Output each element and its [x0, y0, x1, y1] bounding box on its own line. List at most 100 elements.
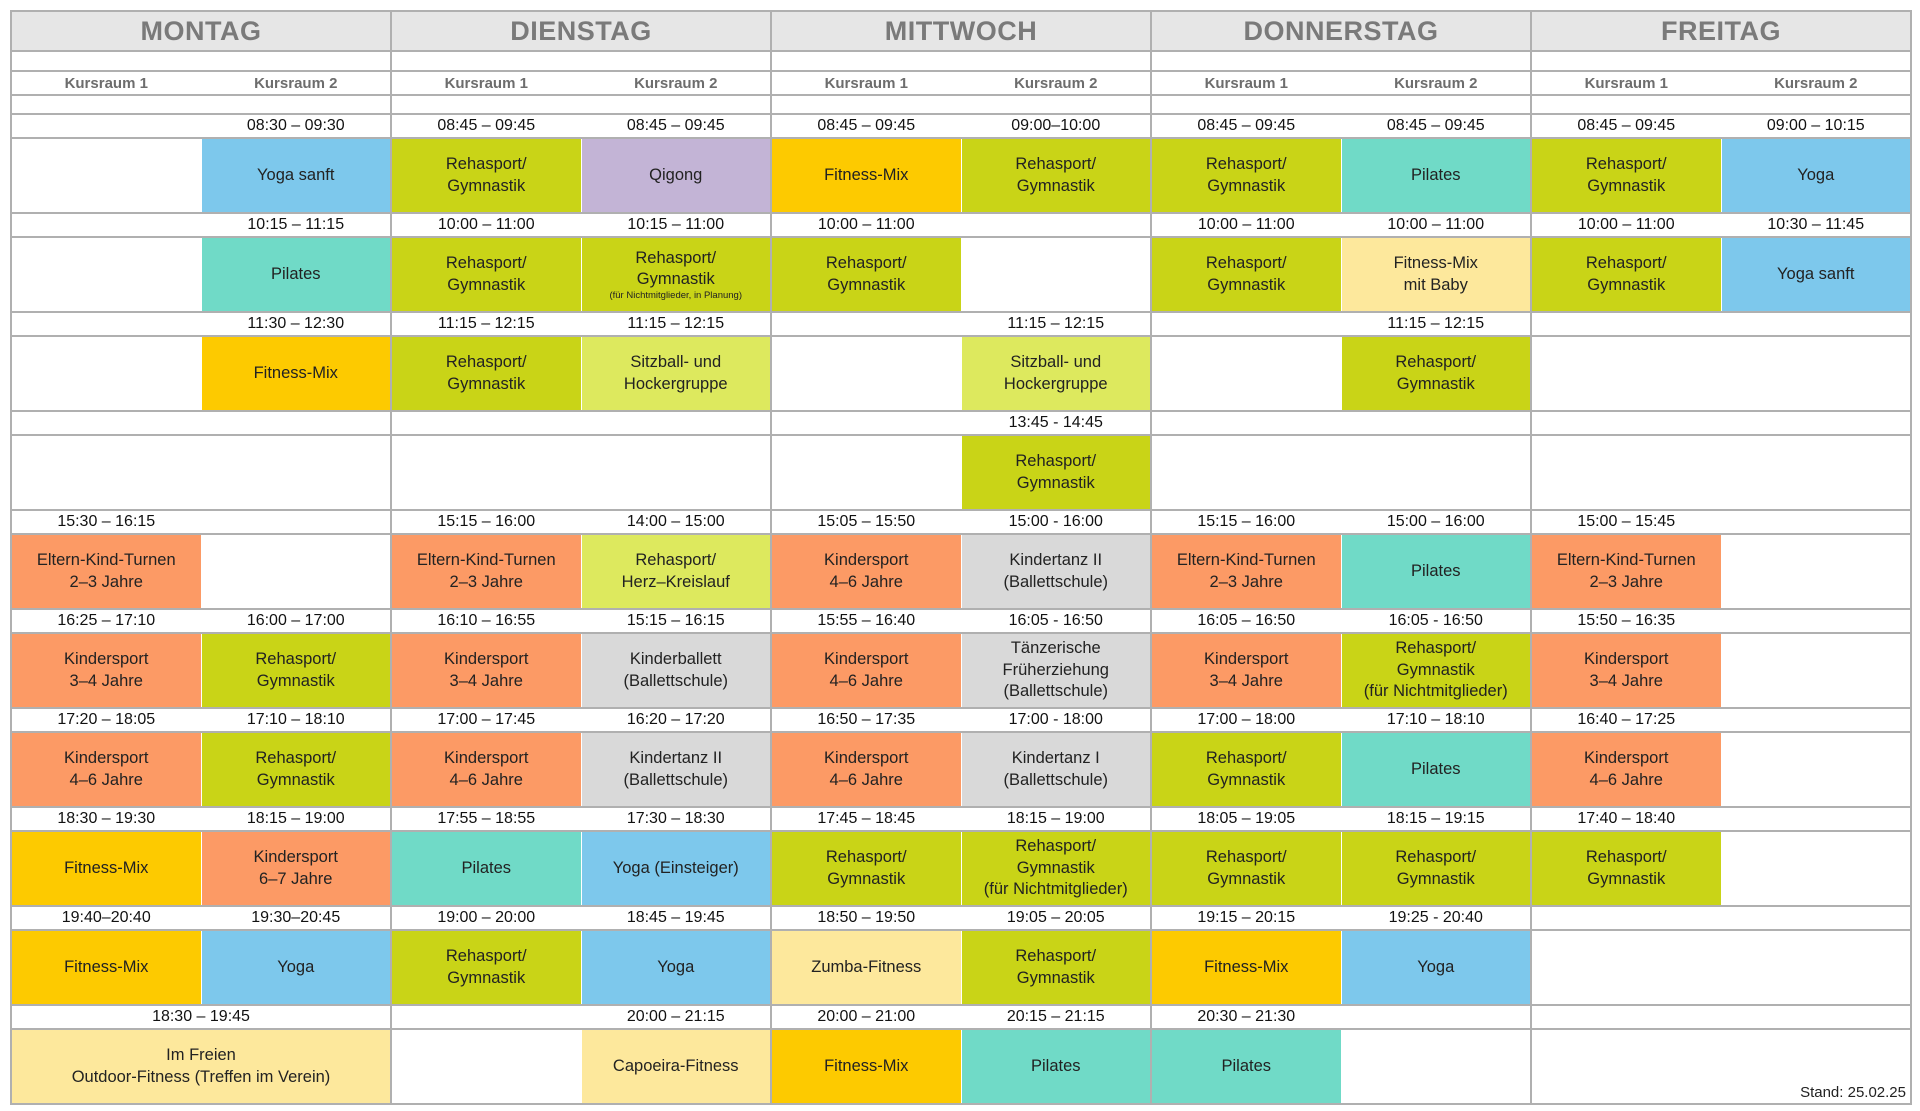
course-name-line: Rehasport/	[825, 254, 907, 273]
course-name-line: 2–3 Jahre	[1209, 572, 1283, 591]
course-cell[interactable]: Fitness-Mix	[12, 832, 202, 905]
course-time: 20:30 – 21:30	[1152, 1006, 1342, 1028]
course-cell[interactable]: Rehasport/Gymnastik	[1341, 832, 1530, 905]
course-cell[interactable]: Rehasport/Gymnastik (für Nichtmitglieder)	[1341, 634, 1530, 707]
course-cell[interactable]: Kindersport 4–6 Jahre	[772, 535, 962, 608]
course-cell[interactable]: Rehasport/Gymnastik	[1152, 238, 1342, 311]
course-name-line: Gymnastik	[1207, 275, 1286, 294]
course-cell[interactable]: Rehasport/Gymnastik	[392, 139, 582, 212]
course-cell[interactable]: Pilates	[201, 238, 390, 311]
course-cell[interactable]: Eltern-Kind-Turnen 2–3 Jahre	[1152, 535, 1342, 608]
course-cell[interactable]: Rehasport/Gymnastik	[961, 436, 1150, 509]
course-time	[12, 115, 202, 137]
course-name-line: Yoga	[1797, 165, 1835, 184]
course-cell[interactable]: Pilates	[1341, 733, 1530, 806]
course-cell[interactable]: Kindersport 3–4 Jahre	[392, 634, 582, 707]
course-cell[interactable]: Rehasport/Gymnastik	[1152, 832, 1342, 905]
course-cell[interactable]: Rehasport/Gymnastik	[772, 238, 962, 311]
course-cell[interactable]: Kindertanz II (Ballettschule)	[581, 733, 770, 806]
course-cell[interactable]: Rehasport/Gymnastik	[392, 337, 582, 410]
course-name-line: 2–3 Jahre	[1589, 572, 1663, 591]
stand-date: Stand: 25.02.25	[1800, 1084, 1906, 1101]
course-cell[interactable]: Pilates	[1341, 535, 1530, 608]
course-cell[interactable]: Kindersport 4–6 Jahre	[392, 733, 582, 806]
course-cell[interactable]: Rehasport/Gymnastik	[201, 634, 390, 707]
course-cell[interactable]: Pilates	[1341, 139, 1530, 212]
course-time: 09:00–10:00	[1011, 117, 1101, 134]
course-cell[interactable]: Im Freien Outdoor-Fitness (Treffen im Ver…	[12, 1030, 390, 1103]
course-name-line: Capoeira-Fitness	[612, 1056, 739, 1075]
course-cell[interactable]: Eltern-Kind-Turnen 2–3 Jahre	[12, 535, 202, 608]
course-cell[interactable]: Eltern-Kind-Turnen 2–3 Jahre	[392, 535, 582, 608]
course-cell[interactable]: Fitness-Mix mit Baby	[1341, 238, 1530, 311]
course-cell[interactable]: Rehasport/Gymnastik	[201, 733, 390, 806]
course-time	[12, 313, 202, 335]
course-cell[interactable]: Rehasport/Gymnastik (für Nichtmitglieder)	[961, 832, 1150, 905]
course-cell[interactable]: Eltern-Kind-Turnen 2–3 Jahre	[1532, 535, 1722, 608]
course-cell[interactable]: Pilates	[1152, 1030, 1342, 1103]
course-cell[interactable]: Pilates	[961, 1030, 1150, 1103]
course-cell[interactable]: Sitzball- und Hockergruppe	[581, 337, 770, 410]
course-cell[interactable]: Kindersport 6–7 Jahre	[201, 832, 390, 905]
course-cell[interactable]: Kinderballett (Ballettschule)	[581, 634, 770, 707]
course-cell[interactable]: Yoga	[581, 931, 770, 1004]
course-cell[interactable]: Rehasport/Gymnastik	[1152, 139, 1342, 212]
course-cell[interactable]: Capoeira-Fitness	[581, 1030, 770, 1103]
course-name-line: Rehasport/	[635, 248, 717, 267]
course-cell[interactable]: Yoga	[1721, 139, 1910, 212]
time-row: 11:15 – 12:15 11:15 – 12:15	[390, 311, 770, 335]
course-cell[interactable]: Yoga	[201, 931, 390, 1004]
course-cell[interactable]: Fitness-Mix	[201, 337, 390, 410]
course-time: 17:00 – 17:45	[392, 709, 582, 731]
course-cell[interactable]: Kindersport 4–6 Jahre	[1532, 733, 1722, 806]
course-cell[interactable]: Kindersport 4–6 Jahre	[772, 634, 962, 707]
day-header: DONNERSTAG	[1150, 10, 1530, 50]
course-cell[interactable]: Kindersport 3–4 Jahre	[12, 634, 202, 707]
course-schedule-table: MONTAG Kursraum 1 Kursraum 2 08:30 – 09:30 Y…	[10, 10, 1912, 1105]
time-row: 20:30 – 21:30	[1150, 1004, 1530, 1028]
course-cell[interactable]: Fitness-Mix	[772, 139, 962, 212]
room-header-row: Kursraum 1 Kursraum 2	[1530, 70, 1910, 94]
course-cell[interactable]: Fitness-Mix	[1152, 931, 1342, 1004]
course-time: 10:00 – 11:00	[1532, 214, 1722, 236]
course-cell[interactable]: Qigong	[581, 139, 770, 212]
time-row: 15:30 – 16:15	[10, 509, 390, 533]
spacer-row	[10, 50, 390, 70]
room-label: Kursraum 2	[254, 74, 338, 92]
course-cell[interactable]: Rehasport/Gymnastik	[392, 238, 582, 311]
course-row: Capoeira-Fitness	[390, 1028, 770, 1103]
course-row: Stand: 25.02.25	[1530, 1028, 1910, 1103]
course-cell[interactable]: Kindersport 4–6 Jahre	[772, 733, 962, 806]
course-cell[interactable]: Kindertanz II (Ballettschule)	[961, 535, 1150, 608]
course-row: Rehasport/Gymnastik	[770, 236, 1150, 311]
course-cell[interactable]: Rehasport/Gymnastik (für Nichtmitglieder,…	[581, 238, 770, 311]
course-cell[interactable]: Kindertanz I (Ballettschule)	[961, 733, 1150, 806]
course-cell[interactable]: Sitzball- und Hockergruppe	[961, 337, 1150, 410]
course-cell[interactable]: Rehasport/Gymnastik	[1532, 832, 1722, 905]
course-cell[interactable]: Rehasport/Gymnastik	[1532, 238, 1722, 311]
course-cell[interactable]: Fitness-Mix	[772, 1030, 962, 1103]
course-time: 17:10 – 18:10	[246, 711, 345, 728]
course-cell[interactable]: Tänzerische Früherziehung (Ballettschule)	[961, 634, 1150, 707]
course-cell[interactable]: Kindersport 4–6 Jahre	[12, 733, 202, 806]
course-name-line: Yoga	[1417, 957, 1455, 976]
course-cell[interactable]: Kindersport 3–4 Jahre	[1532, 634, 1722, 707]
course-cell[interactable]: Rehasport/Herz–Kreislauf	[581, 535, 770, 608]
course-cell[interactable]: Yoga	[1341, 931, 1530, 1004]
course-cell[interactable]: Rehasport/Gymnastik	[961, 139, 1150, 212]
course-time	[1532, 412, 1722, 434]
course-cell[interactable]: Rehasport/Gymnastik	[961, 931, 1150, 1004]
course-cell[interactable]: Fitness-Mix	[12, 931, 202, 1004]
course-cell[interactable]: Yoga sanft	[201, 139, 390, 212]
course-cell[interactable]: Zumba-Fitness	[772, 931, 962, 1004]
course-cell[interactable]: Yoga (Einsteiger)	[581, 832, 770, 905]
course-cell[interactable]: Rehasport/Gymnastik	[1152, 733, 1342, 806]
course-cell[interactable]: Rehasport/Gymnastik	[772, 832, 962, 905]
course-cell[interactable]: Rehasport/Gymnastik	[1532, 139, 1722, 212]
course-row: Pilates	[10, 236, 390, 311]
course-cell[interactable]: Rehasport/Gymnastik	[1341, 337, 1530, 410]
course-cell[interactable]: Yoga sanft	[1721, 238, 1910, 311]
course-cell[interactable]: Pilates	[392, 832, 582, 905]
course-cell[interactable]: Kindersport 3–4 Jahre	[1152, 634, 1342, 707]
course-cell[interactable]: Rehasport/Gymnastik	[392, 931, 582, 1004]
